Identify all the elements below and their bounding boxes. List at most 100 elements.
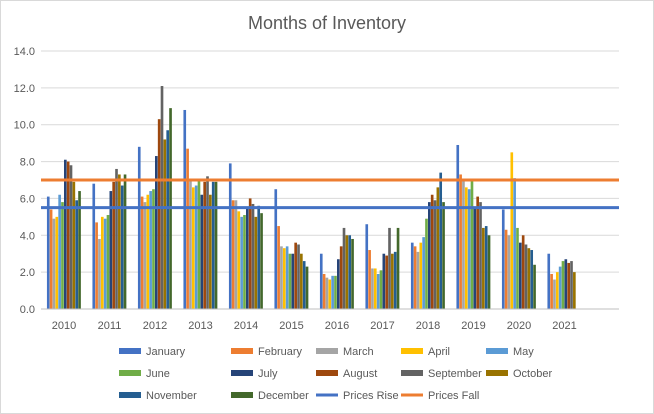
bar-november-2011 [120,185,124,309]
bar-february-2019 [459,174,462,309]
bar-april-2018 [419,242,423,309]
bar-may-2020 [513,178,516,309]
bar-september-2014 [251,203,255,309]
x-tick-label: 2014 [234,320,258,332]
legend-swatch-june [119,370,141,376]
bar-may-2010 [58,194,61,309]
bar-march-2016 [325,277,329,309]
bar-november-2016 [348,235,352,309]
bar-july-2015 [291,253,295,309]
bar-april-2019 [464,187,468,309]
y-tick-label: 8.0 [20,157,35,169]
y-tick-label: 10.0 [14,120,35,132]
bar-august-2016 [339,246,343,309]
x-tick-label: 2012 [143,320,167,332]
legend-swatch-february [231,348,253,354]
legend-label-march: March [343,346,374,358]
bar-december-2020 [533,264,536,309]
bar-october-2016 [345,235,349,309]
x-tick-label: 2010 [52,320,76,332]
legend-label-prices-rise: Prices Rise [343,390,399,402]
bar-october-2015 [300,253,303,309]
bar-december-2013 [214,181,218,309]
bar-february-2014 [231,200,235,309]
bar-november-2018 [439,172,443,309]
bar-december-2017 [396,227,400,309]
bar-october-2010 [72,181,76,309]
gridlines [41,50,619,273]
bar-september-2021 [570,261,573,309]
bar-september-2016 [342,227,346,309]
legend-label-january: January [146,346,186,358]
legend-swatch-april [401,348,423,354]
bar-january-2015 [274,189,278,309]
bar-november-2020 [530,250,534,309]
bar-july-2013 [200,194,204,309]
bar-may-2017 [376,273,380,309]
bar-december-2019 [487,235,491,309]
legend-label-december: December [258,390,309,402]
bar-september-2012 [160,86,164,309]
legend-label-may: May [513,346,534,358]
bar-june-2017 [379,270,383,309]
bar-april-2014 [237,211,241,309]
bar-september-2018 [433,200,437,309]
legend-swatch-july [231,370,253,376]
bar-january-2019 [456,144,460,309]
legend-swatch-august [316,370,338,376]
bar-october-2013 [209,194,212,309]
bar-july-2021 [564,259,568,309]
bar-may-2014 [240,216,243,309]
bar-february-2017 [368,250,371,309]
bar-january-2013 [183,109,187,309]
bar-march-2018 [416,251,420,309]
bar-august-2011 [112,181,115,309]
legend-swatch-january [119,348,141,354]
bar-january-2010 [46,196,50,309]
bar-february-2020 [504,229,508,309]
bar-january-2011 [92,183,96,309]
x-tick-label: 2021 [552,320,576,332]
bar-march-2015 [280,246,283,309]
legend-swatch-may [486,348,508,354]
bar-july-2012 [155,156,158,309]
x-tick-label: 2019 [461,320,485,332]
x-tick-label: 2020 [507,320,531,332]
legend-label-june: June [146,368,170,380]
bar-october-2019 [482,227,485,309]
bar-march-2019 [462,180,465,309]
bar-december-2011 [123,174,127,309]
bar-march-2021 [553,279,556,309]
bar-january-2021 [547,253,551,309]
bar-march-2017 [371,268,374,309]
bar-february-2021 [550,273,553,309]
bar-may-2016 [331,275,334,309]
legend-label-october: October [513,368,552,380]
legend-label-august: August [343,368,377,380]
bar-august-2015 [294,242,297,309]
bar-may-2019 [467,189,471,309]
bar-march-2013 [189,180,192,309]
bar-november-2015 [302,261,306,309]
bar-april-2015 [282,248,286,309]
bar-october-2018 [436,187,440,309]
bar-june-2020 [516,227,519,309]
bar-february-2011 [95,222,98,309]
legend-swatch-march [316,348,338,354]
bar-may-2018 [422,237,425,309]
bar-august-2013 [203,181,206,309]
bar-october-2011 [118,174,121,309]
bar-december-2018 [442,202,445,309]
bar-july-2017 [382,253,386,309]
bar-february-2010 [49,209,53,309]
bar-september-2019 [479,202,482,309]
legend-label-april: April [428,346,450,358]
legend-label-september: September [428,368,482,380]
bar-june-2010 [61,202,64,309]
y-tick-label: 6.0 [20,193,35,205]
bar-february-2012 [140,196,144,309]
bar-june-2011 [106,215,110,309]
legend-swatch-september [401,370,423,376]
bar-february-2015 [277,226,280,309]
bar-may-2013 [194,185,198,309]
